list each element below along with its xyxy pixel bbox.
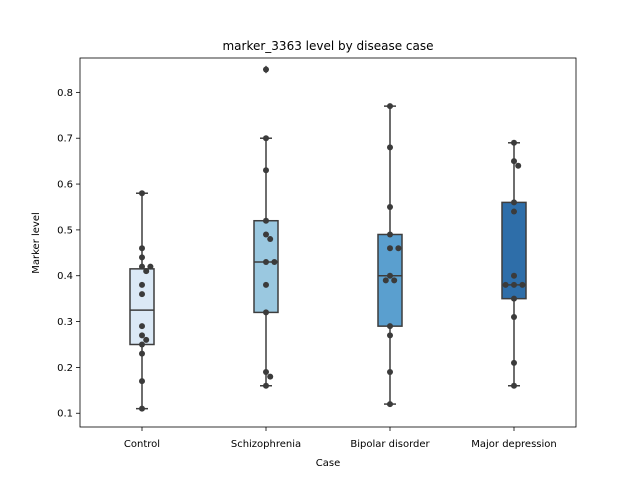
- data-point: [511, 281, 517, 288]
- data-point: [271, 258, 278, 265]
- data-point: [139, 263, 145, 270]
- data-point: [511, 382, 517, 389]
- x-tick-label: Schizophrenia: [231, 439, 301, 450]
- y-tick-label: 0.4: [57, 271, 73, 282]
- data-point: [511, 295, 517, 302]
- data-point: [519, 281, 526, 288]
- y-tick-label: 0.2: [57, 363, 73, 374]
- data-point: [387, 231, 393, 238]
- data-point: [139, 378, 145, 385]
- y-tick-label: 0.5: [57, 225, 73, 236]
- data-point: [139, 281, 145, 288]
- data-point: [391, 277, 398, 284]
- data-point: [263, 66, 269, 73]
- data-point: [267, 236, 274, 243]
- data-point: [387, 103, 393, 110]
- data-point: [139, 323, 145, 330]
- y-tick-label: 0.7: [57, 134, 73, 145]
- data-point: [263, 258, 269, 265]
- data-point: [263, 231, 269, 238]
- data-point: [139, 190, 145, 197]
- data-point: [139, 291, 145, 298]
- data-point: [387, 272, 393, 279]
- data-point: [387, 144, 393, 151]
- data-point: [387, 245, 393, 252]
- data-point: [139, 350, 145, 357]
- data-point: [387, 203, 393, 210]
- data-point: [511, 199, 517, 206]
- data-point: [263, 281, 269, 288]
- data-point: [511, 208, 517, 215]
- data-point: [263, 382, 269, 389]
- axes-frame: [79, 57, 577, 428]
- data-point: [387, 401, 393, 408]
- data-point: [387, 323, 393, 330]
- data-point: [139, 332, 145, 339]
- data-point: [511, 139, 517, 146]
- data-point: [511, 272, 517, 279]
- y-tick-label: 0.6: [57, 180, 73, 191]
- data-point: [395, 245, 402, 252]
- data-point: [515, 162, 522, 169]
- x-tick-label: Control: [124, 439, 160, 450]
- x-tick-label: Bipolar disorder: [350, 439, 430, 450]
- x-axis-label: Case: [316, 458, 340, 469]
- data-point: [263, 135, 269, 142]
- y-axis-label: Marker level: [31, 212, 42, 274]
- box-group: [129, 192, 155, 410]
- data-point: [502, 281, 509, 288]
- data-point: [511, 313, 517, 320]
- chart-title: marker_3363 level by disease case: [222, 39, 433, 53]
- data-point: [139, 245, 145, 252]
- data-point: [263, 167, 269, 174]
- data-point: [143, 268, 150, 275]
- data-point: [267, 373, 274, 380]
- y-tick-label: 0.1: [57, 409, 73, 420]
- data-point: [263, 217, 269, 224]
- y-tick-label: 0.8: [57, 88, 73, 99]
- data-point: [263, 368, 269, 375]
- data-point: [143, 336, 150, 343]
- x-tick-label: Major depression: [471, 439, 557, 450]
- data-point: [511, 158, 517, 165]
- data-point: [147, 263, 154, 270]
- y-tick-label: 0.3: [57, 317, 73, 328]
- data-point: [139, 405, 145, 412]
- data-point: [263, 309, 269, 316]
- data-point: [511, 359, 517, 366]
- plot-area: 0.1 0.2 0.3 0.4 0.5 0.6 0.7 0.8 Control Schizophr…: [57, 65, 557, 450]
- data-point: [387, 332, 393, 339]
- data-point: [387, 368, 393, 375]
- data-point: [382, 277, 389, 284]
- data-point: [139, 254, 145, 261]
- data-point: [139, 341, 145, 348]
